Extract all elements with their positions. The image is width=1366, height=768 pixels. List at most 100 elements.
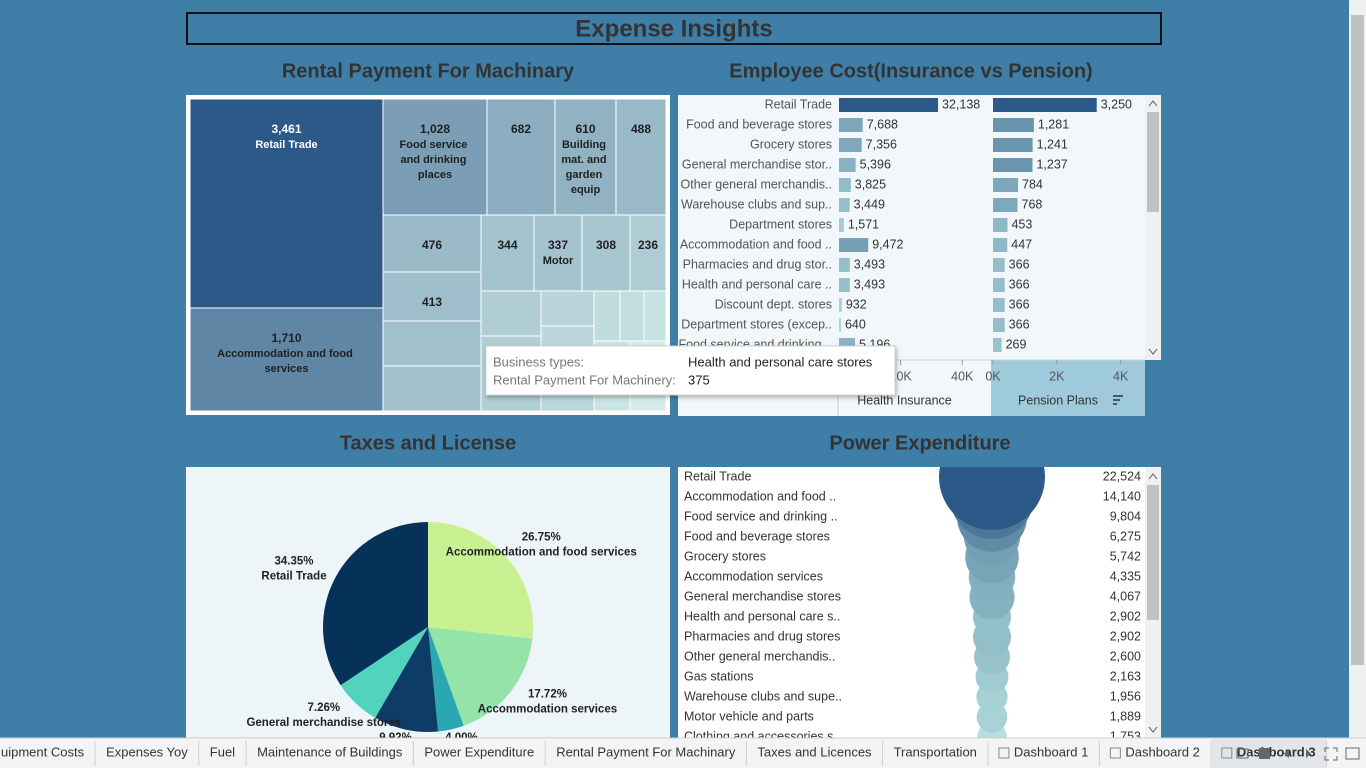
next-button[interactable] xyxy=(1306,749,1311,758)
slice-value: 17.72% xyxy=(528,688,567,700)
pie: 26.75% Accommodation and food services 17.… xyxy=(246,522,637,738)
tab[interactable]: Dashboard 2 xyxy=(1125,744,1199,759)
bubble[interactable] xyxy=(939,424,1045,530)
bar[interactable] xyxy=(993,338,1002,352)
treemap-cell[interactable] xyxy=(615,98,667,216)
bar[interactable] xyxy=(839,298,842,312)
treemap-cell[interactable] xyxy=(480,290,542,337)
bar[interactable] xyxy=(993,178,1019,192)
bar[interactable] xyxy=(993,98,1097,112)
bar[interactable] xyxy=(839,238,869,252)
bar[interactable] xyxy=(839,118,863,132)
chart-title: Power Expenditure xyxy=(829,432,1010,454)
pie-slice[interactable] xyxy=(428,627,464,732)
bar[interactable] xyxy=(839,318,841,332)
treemap-cell[interactable] xyxy=(382,214,482,273)
cell-value: 476 xyxy=(422,238,442,252)
tab[interactable]: Maintenance of Buildings xyxy=(257,744,403,759)
treemap-cell[interactable] xyxy=(643,290,667,342)
row-label: Motor vehicle and parts xyxy=(684,709,814,723)
bar[interactable] xyxy=(839,138,862,152)
bar-value: 32,138 xyxy=(942,97,980,111)
row-label: Gas stations xyxy=(684,669,753,683)
treemap-cell[interactable] xyxy=(486,98,556,216)
tab[interactable]: Rental Payment For Machinary xyxy=(556,744,736,759)
treemap-cell[interactable] xyxy=(540,290,595,327)
treemap-cell[interactable] xyxy=(554,98,617,216)
bar[interactable] xyxy=(993,238,1008,252)
row-value: 6,275 xyxy=(1110,529,1141,543)
axis-title[interactable]: Pension Plans xyxy=(1018,393,1098,407)
bar[interactable] xyxy=(993,118,1034,132)
scrollbar-thumb[interactable] xyxy=(1147,485,1159,620)
tab[interactable]: Dashboard 1 xyxy=(1014,744,1088,759)
cell-value: 610 xyxy=(575,122,595,136)
tooltip: Business types: Health and personal care … xyxy=(485,345,896,396)
treemap-cell[interactable] xyxy=(629,214,667,292)
present-button[interactable] xyxy=(1345,747,1360,760)
page-scrollbar-thumb[interactable] xyxy=(1351,15,1364,665)
scroll-down[interactable] xyxy=(1148,348,1158,355)
treemap-cell[interactable] xyxy=(619,290,645,342)
bar-value: 3,825 xyxy=(855,177,886,191)
bar-rows: Retail Trade Food and beverage stores Groc… xyxy=(678,97,1132,352)
tab[interactable]: Fuel xyxy=(210,744,235,759)
row-label: Food and beverage stores xyxy=(686,117,832,131)
pie-slice[interactable] xyxy=(340,627,428,718)
tooltip-label: Business types: xyxy=(493,354,584,369)
bar[interactable] xyxy=(993,298,1005,312)
pie-slice[interactable] xyxy=(375,627,439,732)
row-value: 4,335 xyxy=(1110,569,1141,583)
fullscreen-button[interactable] xyxy=(1324,747,1338,761)
treemap-cell[interactable] xyxy=(382,320,482,367)
bar[interactable] xyxy=(839,198,850,212)
bar-value: 640 xyxy=(845,317,866,331)
treemap-cell[interactable] xyxy=(593,290,621,342)
bar[interactable] xyxy=(839,178,851,192)
bar[interactable] xyxy=(993,138,1033,152)
tab[interactable]: Transportation xyxy=(894,744,977,759)
grid-view-button[interactable] xyxy=(1236,748,1249,759)
bar[interactable] xyxy=(839,278,850,292)
tab[interactable]: Taxes and Licences xyxy=(757,744,872,759)
bar[interactable] xyxy=(839,218,844,232)
bar-value: 3,493 xyxy=(854,277,885,291)
axis-title[interactable]: Health Insurance xyxy=(857,393,952,407)
treemap-cell[interactable] xyxy=(533,214,583,292)
bar[interactable] xyxy=(993,278,1005,292)
bar[interactable] xyxy=(993,318,1005,332)
row-value: 1,956 xyxy=(1110,689,1141,703)
prev-button[interactable] xyxy=(1284,749,1289,758)
bar[interactable] xyxy=(839,98,939,112)
tab[interactable]: uipment Costs xyxy=(1,744,85,759)
filmstrip-button[interactable] xyxy=(1259,748,1270,759)
pie-slice[interactable] xyxy=(323,522,428,686)
treemap-cell[interactable] xyxy=(382,365,482,412)
treemap-cell[interactable] xyxy=(189,98,384,309)
treemap-cell[interactable] xyxy=(189,307,384,412)
axis-header-selected[interactable] xyxy=(991,360,1145,416)
sort-icon[interactable] xyxy=(1113,395,1123,405)
bar[interactable] xyxy=(839,158,856,172)
bar[interactable] xyxy=(993,158,1033,172)
scroll-up[interactable] xyxy=(1148,100,1158,107)
cell-value: 1,710 xyxy=(271,331,301,345)
bar-value: 269 xyxy=(1006,337,1027,351)
treemap-cell[interactable] xyxy=(581,214,631,292)
bar[interactable] xyxy=(839,258,850,272)
tooltip-box xyxy=(485,345,896,396)
scroll-down[interactable] xyxy=(1148,726,1158,733)
tab[interactable]: Expenses Yoy xyxy=(106,744,188,759)
scroll-up[interactable] xyxy=(1148,473,1158,480)
pie-slice[interactable] xyxy=(428,522,534,639)
scrollbar-thumb[interactable] xyxy=(1147,112,1159,212)
bar-value: 366 xyxy=(1009,317,1030,331)
treemap-cell[interactable] xyxy=(480,214,535,292)
bar[interactable] xyxy=(993,198,1018,212)
tab[interactable]: Power Expenditure xyxy=(424,744,534,759)
bar[interactable] xyxy=(993,218,1008,232)
bar[interactable] xyxy=(993,258,1005,272)
tab[interactable]: Dashboard 3 xyxy=(1237,744,1316,759)
pie-slice[interactable] xyxy=(428,627,533,726)
treemap-cell[interactable] xyxy=(382,98,488,216)
